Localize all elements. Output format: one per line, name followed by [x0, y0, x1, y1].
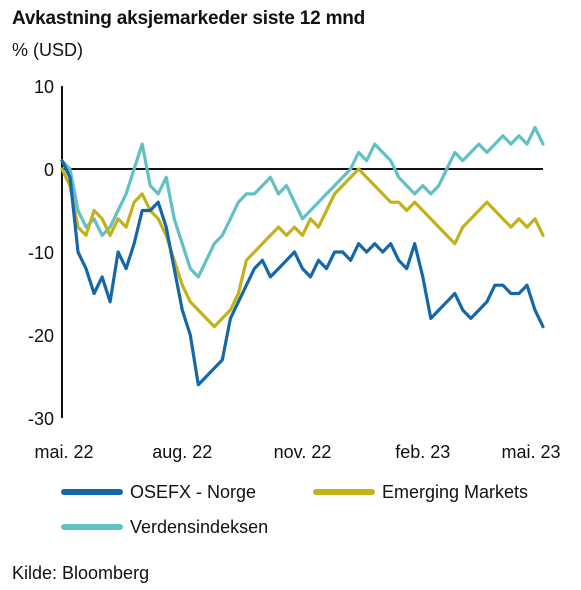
source-note: Kilde: Bloomberg [12, 563, 150, 583]
legend-label-verdensindeksen: Verdensindeksen [130, 517, 268, 537]
chart-title: Avkastning aksjemarkeder siste 12 mnd [12, 8, 366, 29]
x-axis-ticks: mai. 22 aug. 22 nov. 22 feb. 23 mai. 23 [34, 442, 560, 462]
series-lines [60, 125, 545, 387]
legend-label-emerging-markets: Emerging Markets [382, 482, 528, 502]
y-axis-ticks: 10 0 -10 -20 -30 [28, 77, 54, 429]
y-tick-label: 10 [34, 77, 54, 97]
series-line-verdensindeksen [60, 125, 545, 279]
x-tick-label: aug. 22 [152, 442, 212, 462]
legend-label-osefx: OSEFX - Norge [130, 482, 256, 502]
x-tick-label: feb. 23 [395, 442, 450, 462]
x-tick-label: mai. 23 [501, 442, 560, 462]
series-line-osefx [60, 159, 545, 387]
x-tick-label: mai. 22 [34, 442, 93, 462]
y-tick-label: 0 [44, 160, 54, 180]
y-tick-label: -30 [28, 409, 54, 429]
unit-label: % (USD) [12, 40, 83, 60]
y-tick-label: -20 [28, 326, 54, 346]
x-tick-label: nov. 22 [274, 442, 332, 462]
legend: OSEFX - Norge Emerging Markets Verdensinde… [61, 482, 528, 537]
series-line-emerging-markets [60, 167, 545, 329]
y-tick-label: -10 [28, 243, 54, 263]
